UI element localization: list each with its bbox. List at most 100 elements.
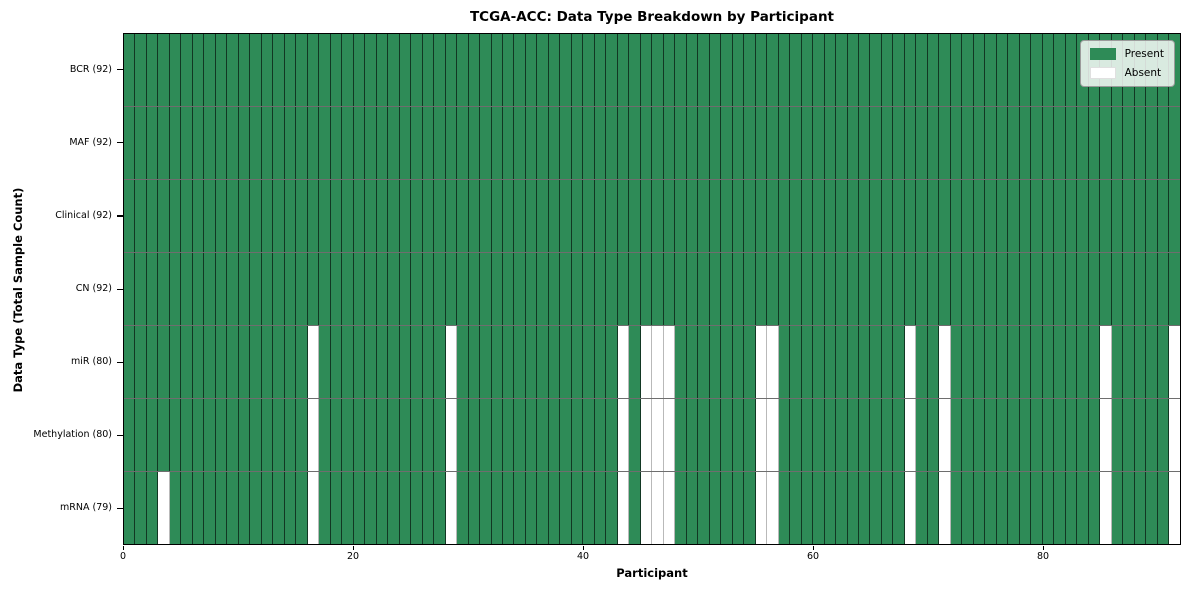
- matrix-cell: [434, 180, 446, 252]
- matrix-cell: [652, 253, 664, 325]
- matrix-cell: [870, 326, 882, 398]
- matrix-cell: [227, 34, 239, 106]
- matrix-cell: [537, 326, 549, 398]
- matrix-cell: [353, 180, 366, 252]
- matrix-cell: [250, 326, 262, 398]
- matrix-cell: [1100, 253, 1112, 325]
- matrix-cell: [135, 326, 147, 398]
- matrix-cell: [1088, 472, 1101, 544]
- matrix-cell: [663, 107, 676, 179]
- matrix-cell: [767, 34, 779, 106]
- y-tick-label: miR (80): [70, 356, 112, 368]
- matrix-cell: [778, 180, 791, 252]
- matrix-cell: [468, 472, 481, 544]
- matrix-cell: [744, 180, 756, 252]
- matrix-cell: [801, 34, 814, 106]
- matrix-cell: [296, 107, 308, 179]
- matrix-cell: [319, 34, 331, 106]
- matrix-cell: [124, 180, 136, 252]
- matrix-cell: [376, 472, 389, 544]
- matrix-cell: [904, 107, 917, 179]
- matrix-cell: [124, 34, 136, 106]
- matrix-cell: [640, 472, 653, 544]
- matrix-cell: [537, 399, 549, 471]
- matrix-cell: [1065, 180, 1078, 252]
- matrix-cell: [847, 34, 859, 106]
- matrix-cell: [629, 34, 641, 106]
- matrix-cell: [617, 107, 630, 179]
- matrix-cell: [445, 253, 458, 325]
- matrix-cell: [525, 472, 538, 544]
- matrix-cell: [560, 107, 572, 179]
- matrix-cell: [135, 180, 147, 252]
- matrix-cell: [146, 107, 159, 179]
- absent-swatch: [1089, 67, 1116, 79]
- matrix-cell: [1088, 253, 1101, 325]
- matrix-cell: [1031, 399, 1043, 471]
- matrix-cell: [675, 253, 687, 325]
- matrix-cell: [904, 253, 917, 325]
- matrix-cell: [1031, 107, 1043, 179]
- matrix-cell: [1019, 180, 1032, 252]
- matrix-cell: [192, 326, 205, 398]
- matrix-cell: [606, 180, 618, 252]
- matrix-cell: [1065, 472, 1078, 544]
- matrix-cell: [480, 472, 492, 544]
- matrix-cell: [146, 326, 159, 398]
- matrix-cell: [1042, 472, 1055, 544]
- matrix-cell: [330, 34, 343, 106]
- matrix-cell: [273, 180, 285, 252]
- matrix-cell: [996, 472, 1009, 544]
- matrix-cell: [698, 399, 710, 471]
- matrix-row-mRNA: [124, 471, 1180, 544]
- matrix-cell: [525, 180, 538, 252]
- matrix-cell: [1157, 472, 1170, 544]
- matrix-cell: [1169, 253, 1180, 325]
- y-tick-mark: [117, 507, 123, 510]
- matrix-cell: [491, 326, 503, 398]
- matrix-cell: [445, 34, 458, 106]
- matrix-cell: [491, 253, 503, 325]
- matrix-cell: [204, 399, 216, 471]
- matrix-cell: [457, 34, 469, 106]
- chart-title: TCGA-ACC: Data Type Breakdown by Partici…: [469, 9, 835, 25]
- matrix-cell: [445, 472, 458, 544]
- matrix-cell: [640, 107, 653, 179]
- matrix-cell: [1065, 399, 1078, 471]
- y-tick-mark: [117, 434, 123, 436]
- matrix-cell: [1157, 326, 1170, 398]
- matrix-cell: [709, 472, 722, 544]
- matrix-cell: [1042, 107, 1055, 179]
- matrix-cell: [319, 399, 331, 471]
- matrix-cell: [1169, 326, 1180, 398]
- matrix-cell: [778, 472, 791, 544]
- matrix-cell: [273, 472, 285, 544]
- matrix-cell: [434, 34, 446, 106]
- matrix-cell: [342, 180, 354, 252]
- matrix-cell: [1019, 34, 1032, 106]
- x-tick-label: 40: [576, 551, 590, 562]
- matrix-cell: [411, 472, 423, 544]
- matrix-cell: [859, 34, 871, 106]
- matrix-cell: [181, 180, 193, 252]
- matrix-cell: [686, 399, 699, 471]
- matrix-cell: [755, 399, 768, 471]
- matrix-cell: [548, 472, 561, 544]
- matrix-cell: [1088, 180, 1101, 252]
- matrix-cell: [376, 326, 389, 398]
- matrix-cell: [1169, 107, 1180, 179]
- matrix-cell: [847, 107, 859, 179]
- matrix-cell: [790, 472, 802, 544]
- matrix-cell: [836, 107, 848, 179]
- matrix-cell: [388, 326, 400, 398]
- matrix-cell: [525, 399, 538, 471]
- matrix-cell: [571, 253, 584, 325]
- matrix-cell: [169, 180, 182, 252]
- matrix-cell: [985, 107, 997, 179]
- matrix-cell: [652, 472, 664, 544]
- matrix-cell: [376, 107, 389, 179]
- matrix-cell: [916, 253, 928, 325]
- matrix-cell: [778, 326, 791, 398]
- matrix-cell: [1146, 180, 1158, 252]
- matrix-cell: [181, 34, 193, 106]
